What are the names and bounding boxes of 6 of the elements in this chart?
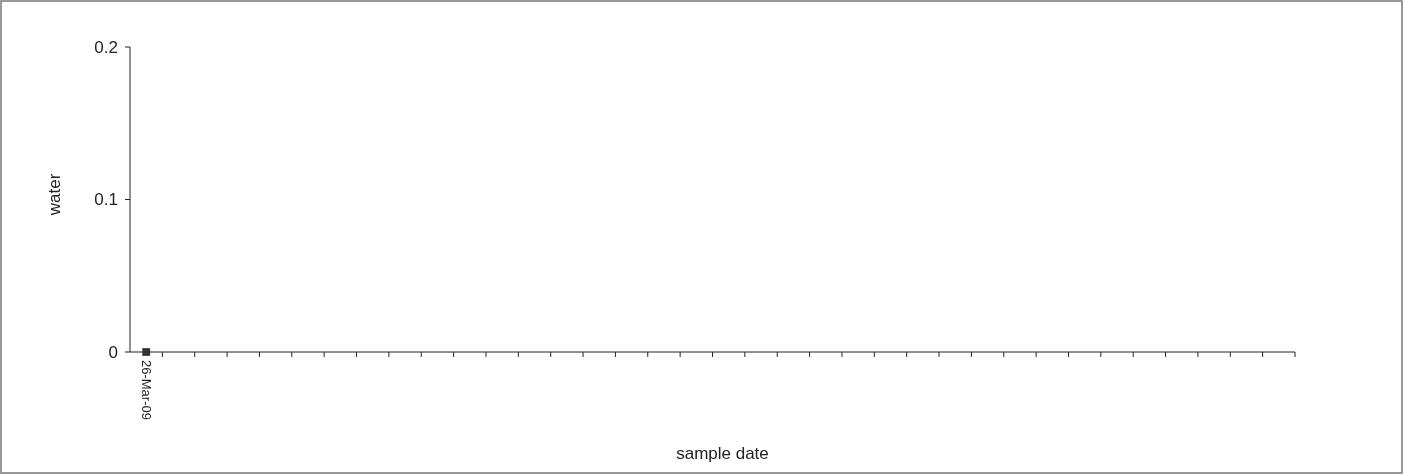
y-axis-title: water [45, 173, 64, 217]
y-tick-label: 0 [108, 342, 118, 362]
x-axis-title: sample date [676, 444, 769, 463]
y-tick-label: 0.2 [94, 37, 118, 57]
x-tick-label: 26-Mar-09 [138, 360, 154, 420]
y-tick-label: 0.1 [94, 190, 118, 210]
